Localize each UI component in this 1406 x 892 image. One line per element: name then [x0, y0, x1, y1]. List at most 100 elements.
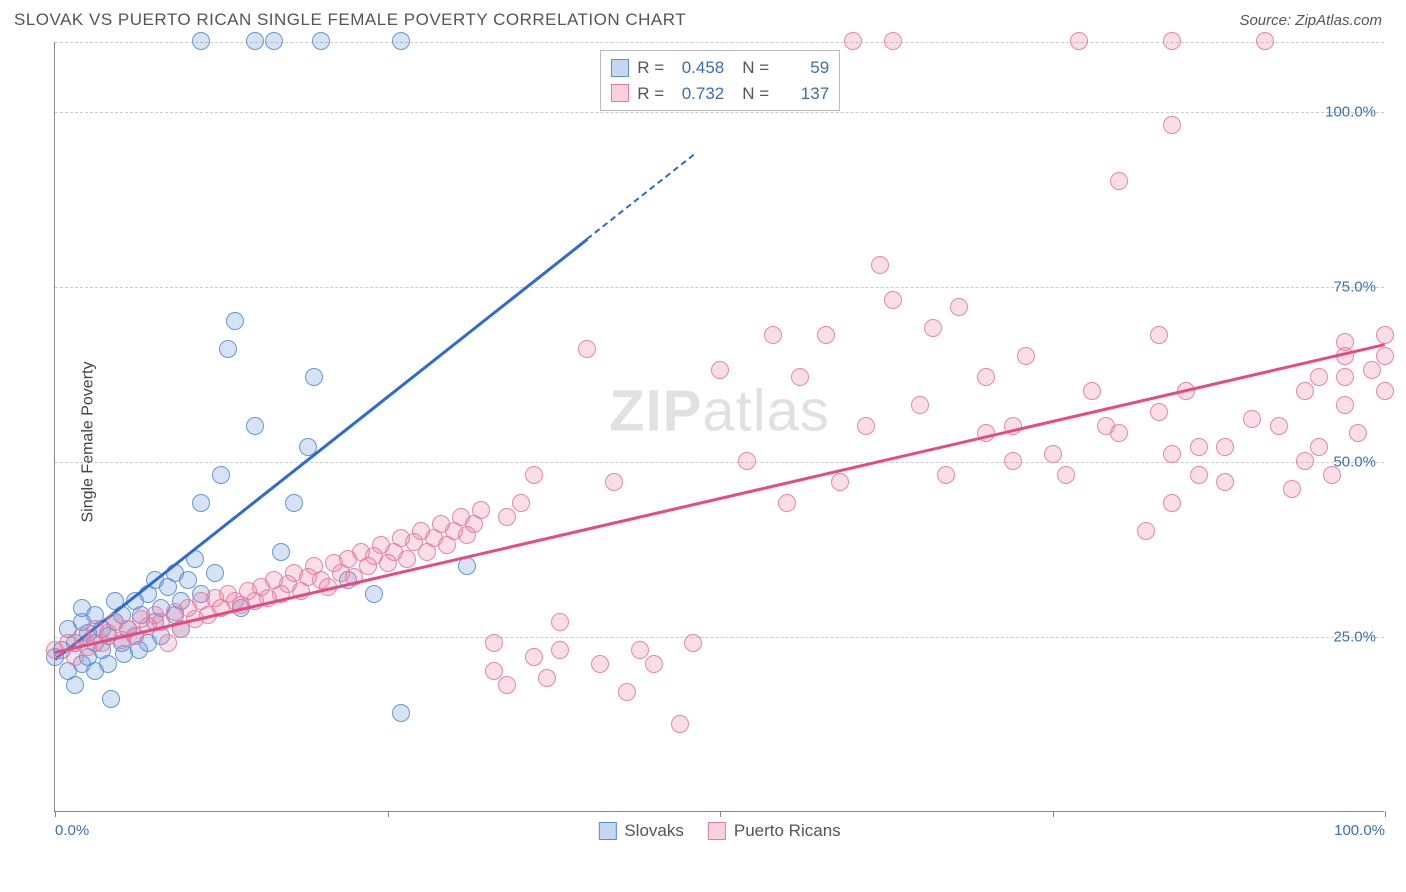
data-point: [1216, 473, 1234, 491]
data-point: [551, 613, 569, 631]
data-point: [1044, 445, 1062, 463]
data-point: [398, 550, 416, 568]
data-point: [631, 641, 649, 659]
data-point: [791, 368, 809, 386]
data-point: [1163, 445, 1181, 463]
series-legend: SlovaksPuerto Ricans: [598, 821, 840, 841]
data-point: [1256, 32, 1274, 50]
data-point: [618, 683, 636, 701]
data-point: [219, 340, 237, 358]
x-tick-mark: [1053, 811, 1054, 817]
data-point: [285, 494, 303, 512]
data-point: [265, 32, 283, 50]
gridline: [55, 112, 1384, 113]
data-point: [884, 32, 902, 50]
data-point: [226, 312, 244, 330]
data-point: [1336, 368, 1354, 386]
scatter-plot: ZIPatlas 25.0%50.0%75.0%100.0%0.0%100.0%…: [54, 42, 1384, 812]
gridline: [55, 637, 1384, 638]
data-point: [1057, 466, 1075, 484]
data-point: [1243, 410, 1261, 428]
data-point: [525, 466, 543, 484]
data-point: [671, 715, 689, 733]
data-point: [498, 676, 516, 694]
stats-legend-row: R =0.458N =59: [611, 55, 829, 81]
data-point: [525, 648, 543, 666]
data-point: [1083, 382, 1101, 400]
data-point: [1323, 466, 1341, 484]
data-point: [365, 585, 383, 603]
data-point: [498, 508, 516, 526]
data-point: [831, 473, 849, 491]
stats-legend-row: R =0.732N =137: [611, 81, 829, 107]
watermark: ZIPatlas: [609, 378, 830, 445]
data-point: [1070, 32, 1088, 50]
chart-area: Single Female Poverty ZIPatlas 25.0%50.0…: [14, 42, 1392, 842]
data-point: [538, 669, 556, 687]
data-point: [1310, 368, 1328, 386]
x-tick-mark: [388, 811, 389, 817]
data-point: [1296, 452, 1314, 470]
data-point: [924, 319, 942, 337]
stats-legend: R =0.458N =59R =0.732N =137: [600, 50, 840, 111]
y-tick-label: 50.0%: [1333, 454, 1376, 471]
data-point: [1163, 32, 1181, 50]
data-point: [1270, 417, 1288, 435]
data-point: [884, 291, 902, 309]
data-point: [1190, 438, 1208, 456]
data-point: [1190, 466, 1208, 484]
data-point: [1163, 494, 1181, 512]
data-point: [817, 326, 835, 344]
data-point: [711, 361, 729, 379]
data-point: [871, 256, 889, 274]
data-point: [1349, 424, 1367, 442]
data-point: [246, 32, 264, 50]
x-tick-label: 100.0%: [1334, 822, 1385, 839]
data-point: [1216, 438, 1234, 456]
data-point: [192, 494, 210, 512]
data-point: [102, 690, 120, 708]
data-point: [911, 396, 929, 414]
data-point: [392, 704, 410, 722]
data-point: [206, 564, 224, 582]
data-point: [977, 368, 995, 386]
data-point: [1110, 172, 1128, 190]
data-point: [1376, 382, 1394, 400]
y-tick-label: 75.0%: [1333, 279, 1376, 296]
data-point: [392, 32, 410, 50]
gridline: [55, 462, 1384, 463]
data-point: [1004, 452, 1022, 470]
chart-source: Source: ZipAtlas.com: [1239, 12, 1382, 29]
data-point: [212, 466, 230, 484]
data-point: [578, 340, 596, 358]
chart-header: SLOVAK VS PUERTO RICAN SINGLE FEMALE POV…: [0, 0, 1406, 36]
data-point: [272, 543, 290, 561]
regression-line: [586, 154, 694, 240]
data-point: [1336, 396, 1354, 414]
data-point: [1376, 347, 1394, 365]
data-point: [1363, 361, 1381, 379]
data-point: [605, 473, 623, 491]
y-tick-label: 25.0%: [1333, 629, 1376, 646]
data-point: [1110, 424, 1128, 442]
data-point: [764, 326, 782, 344]
data-point: [1283, 480, 1301, 498]
data-point: [844, 32, 862, 50]
chart-title: SLOVAK VS PUERTO RICAN SINGLE FEMALE POV…: [14, 10, 686, 30]
data-point: [312, 32, 330, 50]
x-tick-mark: [55, 811, 56, 817]
data-point: [246, 417, 264, 435]
data-point: [1310, 438, 1328, 456]
data-point: [512, 494, 530, 512]
data-point: [1376, 326, 1394, 344]
y-tick-label: 100.0%: [1325, 104, 1376, 121]
regression-line: [55, 343, 1386, 653]
data-point: [99, 655, 117, 673]
data-point: [1296, 382, 1314, 400]
data-point: [485, 634, 503, 652]
data-point: [1163, 116, 1181, 134]
data-point: [1336, 333, 1354, 351]
x-tick-mark: [720, 811, 721, 817]
data-point: [591, 655, 609, 673]
data-point: [551, 641, 569, 659]
